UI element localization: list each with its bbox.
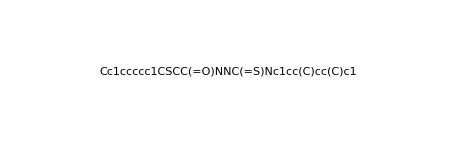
- Text: Cc1ccccc1CSCC(=O)NNC(=S)Nc1cc(C)cc(C)c1: Cc1ccccc1CSCC(=O)NNC(=S)Nc1cc(C)cc(C)c1: [99, 66, 356, 76]
